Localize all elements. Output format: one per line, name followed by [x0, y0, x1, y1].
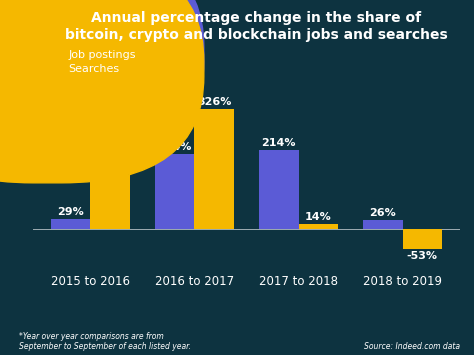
Text: 26%: 26% — [369, 208, 396, 218]
Text: 214%: 214% — [262, 138, 296, 148]
Text: Job postings: Job postings — [69, 50, 136, 60]
Text: Searches: Searches — [69, 64, 120, 73]
Text: Source: Indeed.com data: Source: Indeed.com data — [364, 343, 460, 351]
Text: 204%: 204% — [157, 142, 192, 152]
Bar — [299, 224, 338, 229]
Bar — [194, 109, 234, 229]
Bar — [91, 175, 130, 229]
Text: *Year over year comparisons are from
September to September of each listed year.: *Year over year comparisons are from Sep… — [19, 332, 191, 351]
Text: 148%: 148% — [93, 163, 128, 173]
Bar — [51, 219, 91, 229]
Text: 29%: 29% — [57, 207, 84, 217]
Bar — [402, 229, 442, 249]
Text: 14%: 14% — [305, 212, 332, 222]
Bar — [259, 150, 299, 229]
Text: 326%: 326% — [197, 97, 231, 107]
Bar — [363, 220, 402, 229]
Text: Annual percentage change in the share of
bitcoin, crypto and blockchain jobs and: Annual percentage change in the share of… — [64, 11, 447, 42]
Text: -53%: -53% — [407, 251, 438, 261]
Bar — [155, 154, 194, 229]
